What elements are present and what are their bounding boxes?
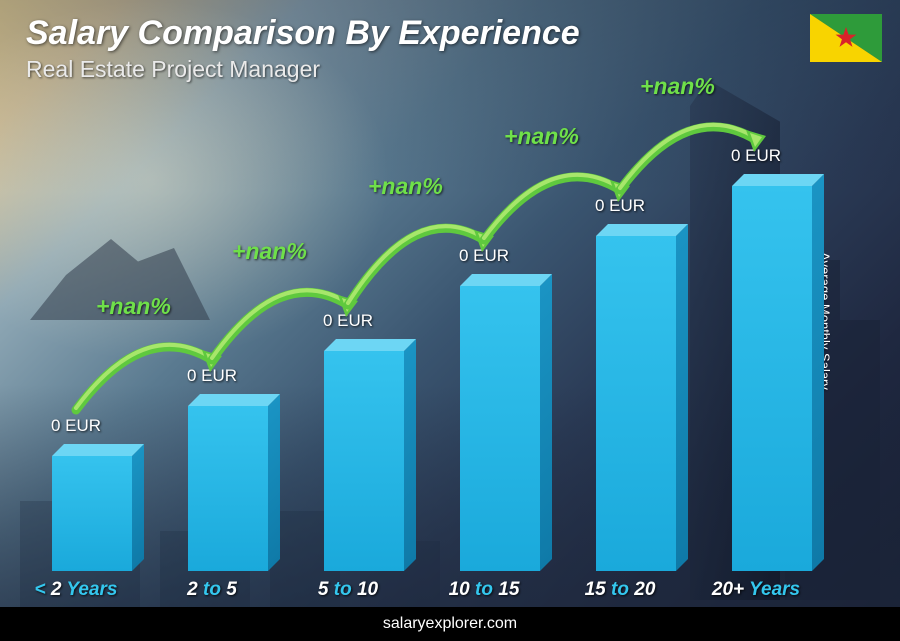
bar: [324, 351, 416, 571]
bar-front: [188, 406, 268, 571]
bar-front: [52, 456, 132, 571]
bar-slot: 0 EUR5 to 10: [302, 351, 438, 571]
bar-front: [460, 286, 540, 571]
bar-side: [540, 274, 552, 571]
x-axis-label: 2 to 5: [144, 579, 280, 601]
bar: [460, 286, 552, 571]
x-axis-label: 5 to 10: [280, 579, 416, 601]
bar: [732, 186, 824, 571]
x-axis-label: 10 to 15: [416, 579, 552, 601]
bar-side: [404, 339, 416, 571]
flag-icon: [810, 14, 882, 62]
chart-container: Salary Comparison By Experience Real Est…: [0, 0, 900, 641]
footer-attribution: salaryexplorer.com: [0, 607, 900, 641]
bar-side: [268, 394, 280, 571]
percent-increase-label: +nan%: [368, 173, 443, 200]
bar-slot: 0 EUR2 to 5: [166, 406, 302, 571]
percent-increase-label: +nan%: [232, 238, 307, 265]
bar-slot: 0 EUR10 to 15: [438, 286, 574, 571]
chart-subtitle: Real Estate Project Manager: [26, 56, 320, 83]
bar-front: [732, 186, 812, 571]
bar-side: [132, 444, 144, 571]
bar-front: [596, 236, 676, 571]
chart-title: Salary Comparison By Experience: [26, 14, 580, 53]
x-axis-label: 20+ Years: [688, 579, 824, 601]
percent-increase-label: +nan%: [504, 123, 579, 150]
bar: [188, 406, 280, 571]
bar-side: [676, 224, 688, 571]
bar: [52, 456, 144, 571]
bar-slot: 0 EUR20+ Years: [710, 186, 846, 571]
bar-chart: 0 EUR< 2 Years0 EUR2 to 5 +nan% 0 EUR5 to …: [30, 100, 850, 571]
bar: [596, 236, 688, 571]
x-axis-label: < 2 Years: [8, 579, 144, 601]
percent-increase-label: +nan%: [640, 73, 715, 100]
x-axis-label: 15 to 20: [552, 579, 688, 601]
bar-slot: 0 EUR15 to 20: [574, 236, 710, 571]
bar-slot: 0 EUR< 2 Years: [30, 456, 166, 571]
bar-top: [52, 444, 144, 456]
bar-front: [324, 351, 404, 571]
bar-side: [812, 174, 824, 571]
percent-increase-label: +nan%: [96, 293, 171, 320]
